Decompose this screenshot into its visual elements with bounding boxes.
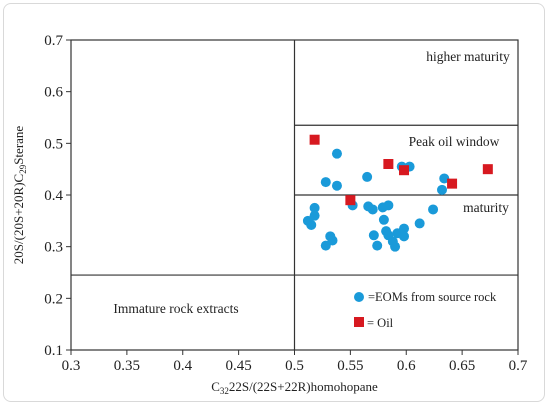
annotation-immature-rock-extracts: Immature rock extracts bbox=[113, 301, 238, 316]
y-axis-label-post: Sterane bbox=[11, 126, 26, 165]
x-axis-label-subscript: 32 bbox=[220, 386, 229, 396]
data-point-eoms bbox=[368, 230, 379, 241]
y-tick-label: 0.6 bbox=[44, 85, 63, 101]
data-point-oil bbox=[482, 164, 493, 175]
x-tick-label: 0.6 bbox=[397, 358, 416, 374]
data-point-eoms bbox=[327, 235, 338, 246]
x-tick-label: 0.45 bbox=[226, 358, 252, 374]
legend-label-eoms: =EOMs from source rock bbox=[368, 290, 497, 304]
data-point-eoms bbox=[390, 241, 401, 252]
data-point-eoms bbox=[331, 148, 342, 159]
legend-marker-oil bbox=[354, 317, 364, 327]
data-point-eoms bbox=[414, 218, 425, 229]
y-tick-label: 0.4 bbox=[44, 188, 63, 204]
data-points bbox=[302, 134, 493, 252]
data-point-eoms bbox=[378, 214, 389, 225]
annotation-maturity: maturity bbox=[463, 200, 509, 215]
data-point-eoms bbox=[362, 171, 373, 182]
figure-frame bbox=[3, 3, 545, 402]
x-tick-label: 0.65 bbox=[449, 358, 475, 374]
x-axis-label: C3222S/(22S+22R)homohopane bbox=[211, 379, 378, 396]
data-point-eoms bbox=[309, 210, 320, 221]
y-tick-label: 0.5 bbox=[44, 136, 63, 152]
y-tick-label: 0.7 bbox=[44, 33, 63, 49]
region-divider-lines bbox=[71, 40, 518, 350]
data-point-eoms bbox=[428, 204, 439, 215]
data-point-oil bbox=[309, 134, 320, 145]
x-tick-label: 0.5 bbox=[285, 358, 304, 374]
data-point-eoms bbox=[309, 202, 320, 213]
x-tick-label: 0.4 bbox=[173, 358, 192, 374]
y-tick-label: 0.3 bbox=[44, 240, 63, 256]
data-point-oil bbox=[383, 159, 394, 169]
x-tick-label: 0.55 bbox=[337, 358, 363, 374]
data-point-eoms bbox=[399, 231, 410, 242]
data-point-eoms bbox=[331, 180, 342, 191]
y-axis-label: 20S/(20S+20R)C29Sterane bbox=[11, 126, 28, 265]
data-point-eoms bbox=[383, 200, 394, 211]
data-point-eoms bbox=[437, 184, 448, 195]
data-point-oil bbox=[447, 178, 458, 189]
x-axis-label-rest: 22S/(22S+22R)homohopane bbox=[229, 379, 378, 394]
x-tick-label: 0.7 bbox=[509, 358, 528, 374]
data-point-eoms bbox=[306, 219, 317, 230]
data-point-eoms bbox=[367, 204, 378, 215]
y-axis-label-subscript: 29 bbox=[18, 164, 28, 174]
legend-marker-eoms bbox=[354, 292, 364, 302]
data-point-eoms bbox=[372, 240, 383, 251]
x-tick-label: 0.3 bbox=[62, 358, 81, 374]
legend: =EOMs from source rock = Oil bbox=[354, 290, 497, 330]
x-tick-label: 0.35 bbox=[114, 358, 140, 374]
annotation-higher-maturity: higher maturity bbox=[426, 49, 510, 64]
data-point-eoms bbox=[439, 173, 450, 184]
data-point-oil bbox=[399, 165, 410, 176]
data-point-eoms bbox=[399, 223, 410, 234]
x-axis-label-main: C bbox=[211, 379, 220, 394]
axis-ticks: 0.3 0.35 0.4 0.45 0.5 0.55 0.6 0.65 0.7 0.1 0.2 0.3… bbox=[44, 33, 528, 374]
y-axis-label-pre: 20S/(20S+20R)C bbox=[11, 174, 26, 264]
legend-label-oil: = Oil bbox=[367, 316, 394, 330]
data-point-eoms bbox=[320, 177, 331, 188]
y-tick-label: 0.2 bbox=[44, 291, 63, 307]
annotation-peak-oil-window: Peak oil window bbox=[409, 134, 500, 149]
data-point-oil bbox=[345, 195, 356, 206]
y-tick-label: 0.1 bbox=[44, 343, 63, 359]
